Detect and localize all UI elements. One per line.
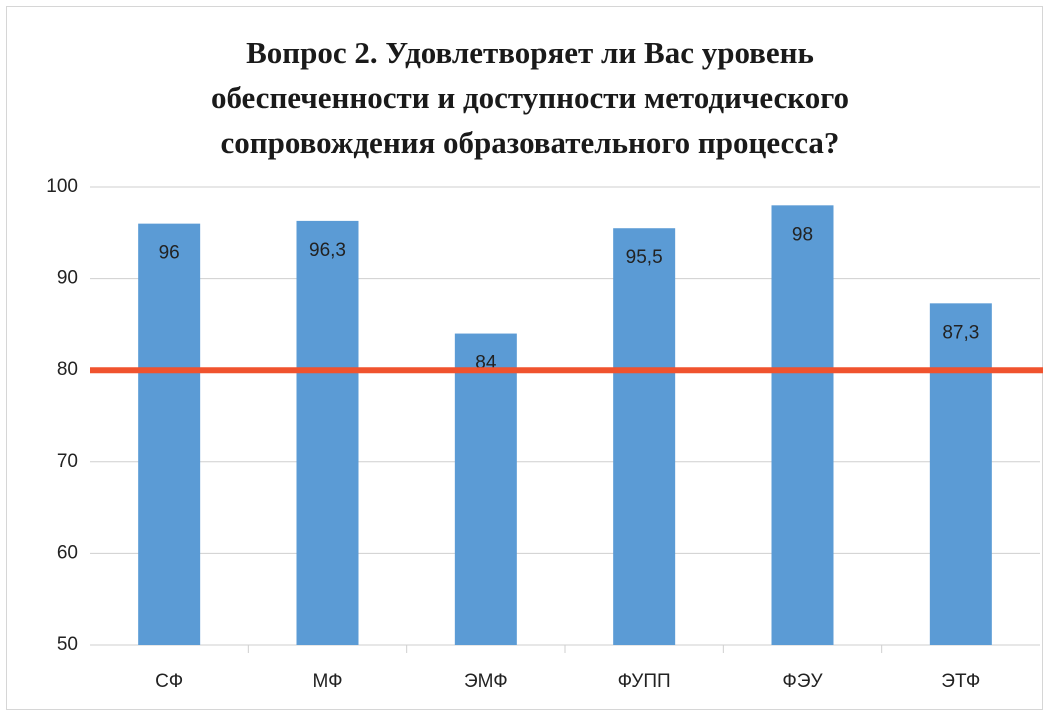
- x-tick-label: ЭМФ: [464, 671, 508, 692]
- bar: [929, 303, 992, 645]
- x-tick-label: СФ: [155, 671, 183, 692]
- bar: [138, 223, 201, 645]
- chart-frame: [6, 6, 1043, 710]
- chart-title: Вопрос 2. Удовлетворяет ли Вас уровень о…: [210, 35, 850, 160]
- bar: [454, 333, 517, 645]
- data-label: 96,3: [309, 240, 346, 261]
- data-label: 95,5: [626, 247, 663, 268]
- x-tick-label: ФЭУ: [782, 671, 823, 692]
- y-tick-label: 60: [57, 542, 78, 563]
- data-label: 87,3: [942, 322, 979, 343]
- y-tick-label: 100: [46, 176, 78, 197]
- x-tick-label: ФУПП: [618, 671, 671, 692]
- x-tick-label: ЭТФ: [941, 671, 980, 692]
- y-tick-label: 80: [57, 359, 78, 380]
- data-label: 98: [792, 224, 813, 245]
- y-tick-label: 70: [57, 451, 78, 472]
- bar: [771, 205, 834, 645]
- y-tick-label: 90: [57, 268, 78, 289]
- bar: [613, 228, 676, 645]
- y-tick-label: 50: [57, 634, 78, 655]
- data-label: 96: [159, 243, 180, 264]
- bar: [296, 220, 359, 645]
- x-tick-label: МФ: [312, 671, 342, 692]
